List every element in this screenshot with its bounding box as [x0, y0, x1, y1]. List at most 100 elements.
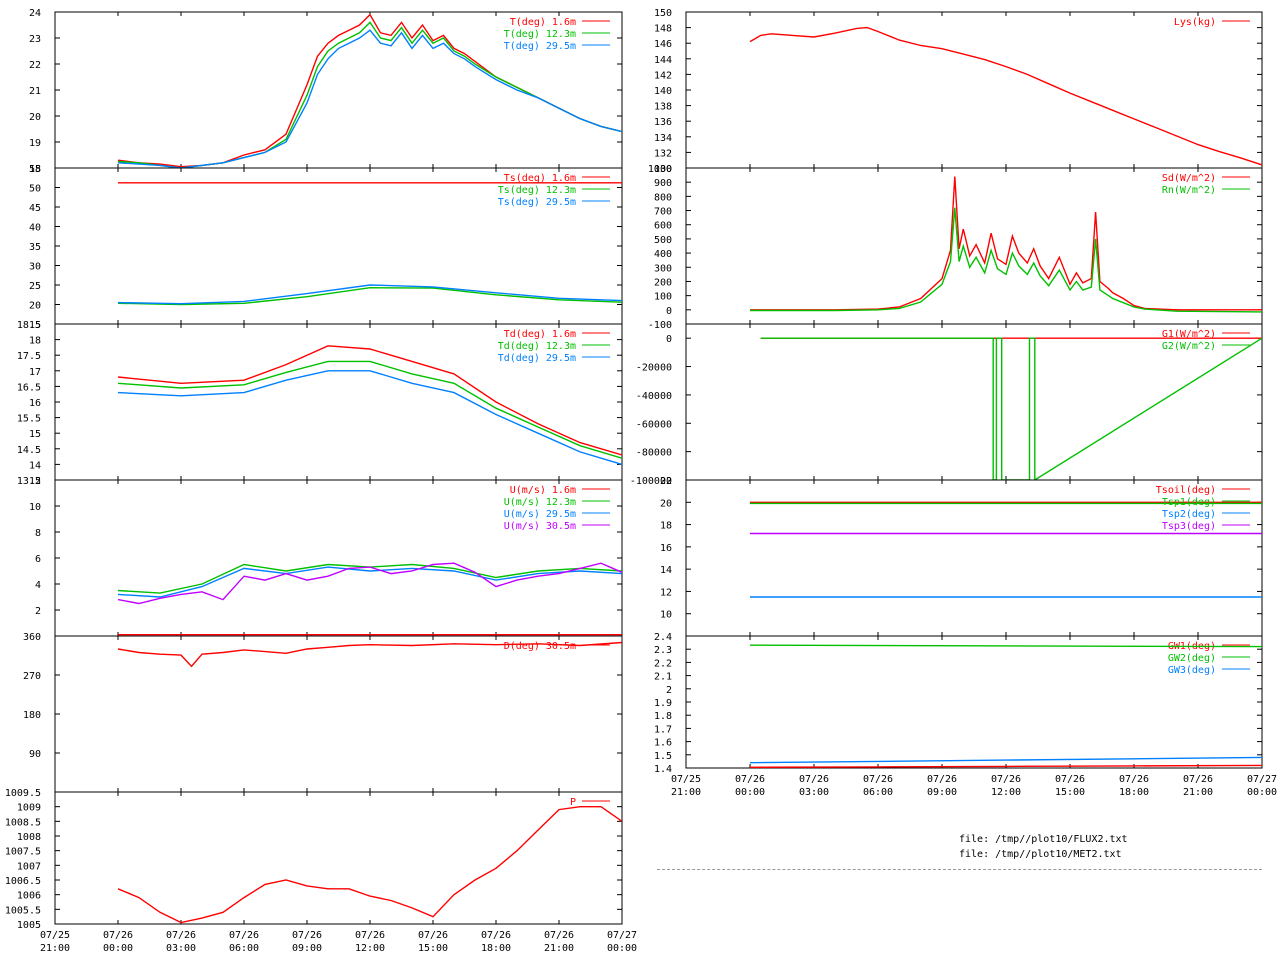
panel-wind_speed: 2 4 6 8 10 12 U(m/s) 1.6mU(m/s) 12.3mU(m/s) 29…: [29, 476, 623, 637]
y-tick-label: 200: [654, 277, 672, 288]
series-line-radiation-1: [750, 207, 1262, 313]
y-tick-label: 700: [654, 207, 672, 218]
series-line-dew_temp-1: [117, 360, 622, 459]
y-tick-label: 55: [29, 164, 41, 175]
y-tick-label: 4: [35, 580, 41, 591]
y-tick-label: 16.5: [17, 382, 41, 393]
y-tick-label: 600: [654, 221, 672, 232]
panel-radiation: -100 0 100 200 300 400 500 600 700 800 900 1000 Sd(W…: [648, 164, 1263, 331]
series-line-air_temp-2: [117, 29, 622, 168]
series-line-ground_water-0: [749, 764, 1262, 768]
y-tick-label: 10: [660, 610, 672, 621]
x-tick-label-time: 00:00: [1247, 787, 1277, 798]
y-tick-label: 1.7: [654, 724, 672, 735]
legend-label: Tsp3(deg): [1162, 521, 1216, 532]
y-tick-label: 2: [666, 685, 672, 696]
y-tick-label: 18: [29, 164, 41, 175]
series-line-surface_temp-1: [117, 286, 622, 306]
y-tick-label: 25: [29, 281, 41, 292]
x-tick-label-time: 18:00: [1119, 787, 1149, 798]
series-line-surface_temp-2: [117, 284, 622, 305]
x-tick-label-time: 03:00: [799, 787, 829, 798]
x-tick-label-time: 12:00: [991, 787, 1021, 798]
y-tick-label: 146: [654, 39, 672, 50]
legend-label: Tsoil(deg): [1156, 485, 1216, 496]
y-tick-label: 24: [29, 8, 41, 19]
x-tick-label-time: 18:00: [481, 943, 511, 954]
legend-label: Tsp1(deg): [1162, 497, 1216, 508]
y-tick-label: 18: [29, 336, 41, 347]
x-tick-label-date: 07/26: [544, 930, 574, 941]
legend-label: U(m/s) 1.6m: [510, 485, 576, 496]
y-tick-label: 1.5: [654, 751, 672, 762]
y-tick-label: 138: [654, 102, 672, 113]
x-tick-label-time: 15:00: [1055, 787, 1085, 798]
y-tick-label: 1.8: [654, 711, 672, 722]
panel-frame: [54, 635, 623, 793]
y-tick-label: 2.2: [654, 658, 672, 669]
y-tick-label: 1008: [17, 832, 41, 843]
y-tick-label: 1.9: [654, 698, 672, 709]
y-tick-label: 1007: [17, 861, 41, 872]
legend-label: U(m/s) 29.5m: [504, 509, 576, 520]
y-tick-label: -100: [648, 320, 672, 331]
x-tick-label-time: 09:00: [292, 943, 322, 954]
x-tick-label-time: 21:00: [544, 943, 574, 954]
y-tick-label: -40000: [636, 391, 672, 402]
x-tick-label-date: 07/26: [1183, 774, 1213, 785]
y-tick-label: 16: [29, 398, 41, 409]
y-tick-label: 14.5: [17, 445, 41, 456]
panel-ground_flux: -100000 -80000 -60000 -40000 -20000 0 G1(W/m^2…: [630, 323, 1263, 487]
series-line-wind_speed-3: [117, 562, 622, 605]
legend-label: Ts(deg) 29.5m: [498, 197, 576, 208]
y-tick-label: 23: [29, 34, 41, 45]
panel-wind_dir: 90 180 270 360 D(deg) 30.5m: [23, 632, 623, 793]
y-tick-label: 1.6: [654, 738, 672, 749]
y-tick-label: 10: [29, 502, 41, 513]
y-tick-label: 8: [35, 528, 41, 539]
y-tick-label: 300: [654, 263, 672, 274]
panel-ground_water: 1.41.51.61.71.81.922.12.22.32.4GW1(deg)G…: [654, 632, 1277, 798]
x-tick-label-time: 15:00: [418, 943, 448, 954]
y-tick-label: 14: [29, 460, 41, 471]
y-tick-label: 134: [654, 133, 672, 144]
x-tick-label-time: 21:00: [671, 787, 701, 798]
y-tick-label: 1006.5: [5, 876, 41, 887]
series-line-wind_dir-0: [117, 641, 622, 668]
y-tick-label: 132: [654, 148, 672, 159]
y-tick-label: 18.5: [17, 320, 41, 331]
y-tick-label: 360: [23, 632, 41, 643]
series-line-pressure-0: [117, 806, 622, 924]
legend-label: U(m/s) 12.3m: [504, 497, 576, 508]
panel-frame: [54, 791, 623, 925]
x-tick-label-date: 07/25: [40, 930, 70, 941]
legend-label: Td(deg) 29.5m: [498, 353, 576, 364]
y-tick-label: 1008.5: [5, 817, 41, 828]
legend-label: Tsp2(deg): [1162, 509, 1216, 520]
legend-label: GW2(deg): [1168, 653, 1216, 664]
x-tick-label-date: 07/26: [229, 930, 259, 941]
legend-label: Rn(W/m^2): [1162, 185, 1216, 196]
x-tick-label-time: 21:00: [1183, 787, 1213, 798]
legend-label: Td(deg) 12.3m: [498, 341, 576, 352]
series-line-radiation-0: [750, 176, 1262, 311]
legend-label: Sd(W/m^2): [1162, 173, 1216, 184]
flux-file-label: file: /tmp//plot10/FLUX2.txt: [959, 834, 1128, 845]
legend-label: T(deg) 1.6m: [510, 17, 576, 28]
x-tick-label-date: 07/27: [607, 930, 637, 941]
y-tick-label: 40: [29, 223, 41, 234]
y-tick-label: 16: [660, 543, 672, 554]
x-tick-label-date: 07/26: [355, 930, 385, 941]
y-tick-label: 15.5: [17, 414, 41, 425]
y-tick-label: 50: [29, 184, 41, 195]
x-tick-label-date: 07/26: [1119, 774, 1149, 785]
y-tick-label: 0: [666, 334, 672, 345]
x-tick-label-date: 07/26: [103, 930, 133, 941]
y-tick-label: 400: [654, 249, 672, 260]
legend-label: D(deg) 30.5m: [504, 641, 576, 652]
y-tick-label: 22: [660, 476, 672, 487]
y-tick-label: 90: [29, 749, 41, 760]
y-tick-label: 20: [29, 112, 41, 123]
panel-lysimeter: 130 132 134 136 138 140 142 144 146 148 150 Lys(kg): [654, 8, 1263, 175]
x-tick-label-date: 07/26: [418, 930, 448, 941]
